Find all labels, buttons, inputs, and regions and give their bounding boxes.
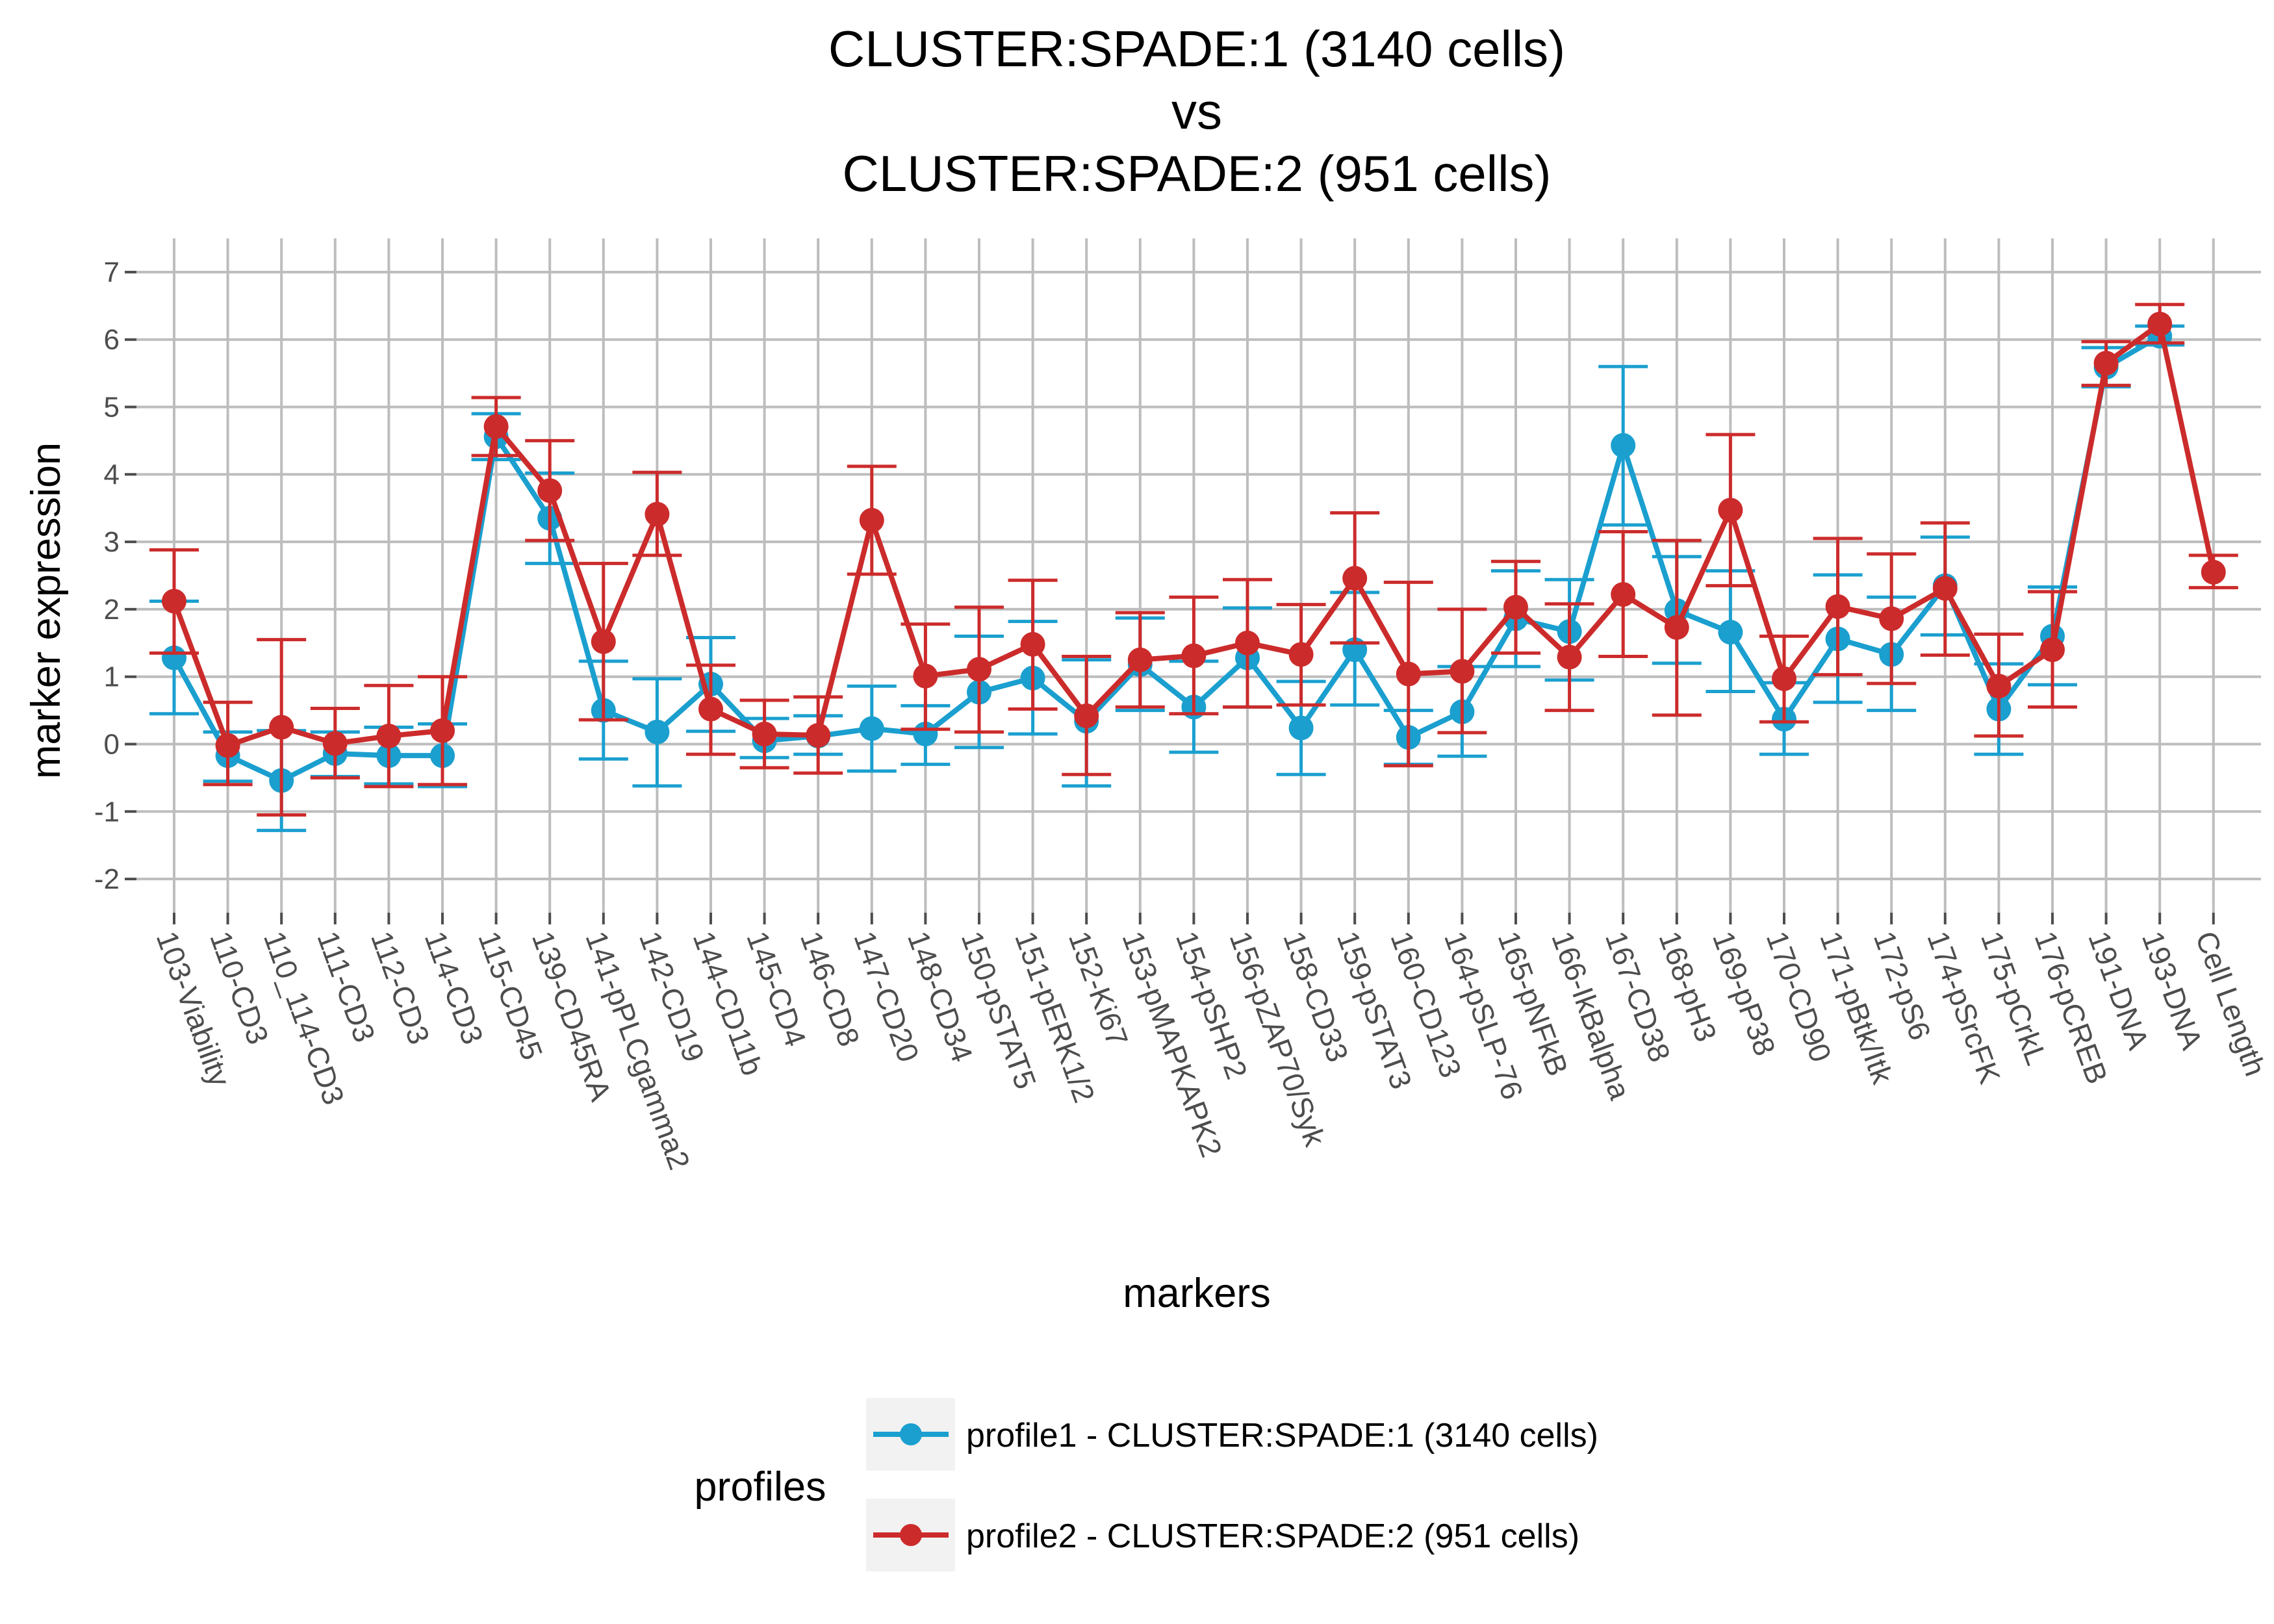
legend-label-profile1: profile1 - CLUSTER:SPADE:1 (3140 cells) [966, 1417, 1598, 1454]
data-point [645, 719, 670, 744]
data-point [859, 716, 884, 741]
data-point [859, 507, 884, 533]
data-point [215, 733, 240, 758]
y-axis-title: marker expression [23, 442, 69, 779]
data-point [269, 715, 294, 740]
data-point [1557, 644, 1582, 670]
data-point [1825, 594, 1850, 619]
legend-item-profile2[interactable]: profile2 - CLUSTER:SPADE:2 (951 cells) [866, 1499, 1579, 1571]
data-point [698, 696, 723, 722]
y-tick-label: 6 [104, 324, 120, 356]
data-point [1342, 566, 1368, 591]
data-point [1288, 715, 1314, 741]
y-tick-label: 4 [104, 459, 120, 490]
data-point [1235, 630, 1260, 655]
legend-key-marker [900, 1524, 922, 1546]
data-point [1074, 703, 1099, 728]
data-point [1020, 631, 1045, 657]
data-point [2040, 637, 2065, 663]
data-point [1611, 582, 1636, 607]
chart-title: CLUSTER:SPADE:1 (3140 cells) vs CLUSTER:… [828, 20, 1565, 202]
data-point [2147, 311, 2173, 336]
legend-key-marker [900, 1423, 922, 1445]
data-point [967, 657, 991, 682]
grid [136, 238, 2261, 913]
data-point [162, 589, 186, 614]
data-point [2201, 559, 2226, 585]
data-point [913, 663, 938, 689]
data-point [1772, 666, 1796, 691]
data-point [1932, 576, 1958, 601]
data-point [483, 414, 509, 439]
chart-title-line-1: CLUSTER:SPADE:1 (3140 cells) [828, 20, 1565, 77]
legend-label-profile2: profile2 - CLUSTER:SPADE:2 (951 cells) [966, 1517, 1579, 1555]
data-point [537, 478, 563, 503]
y-tick-label: 0 [104, 729, 120, 761]
data-point [322, 731, 348, 756]
y-tick-label: -2 [94, 863, 120, 895]
legend-title: profiles [694, 1464, 826, 1510]
legend-item-profile1[interactable]: profile1 - CLUSTER:SPADE:1 (3140 cells) [866, 1398, 1598, 1471]
y-tick-label: -1 [94, 796, 120, 828]
series-layer [149, 303, 2238, 832]
data-point [376, 724, 402, 749]
chart-title-line-2: vs [1171, 82, 1222, 140]
legend: profiles profile1 - CLUSTER:SPADE:1 (314… [694, 1398, 1598, 1571]
data-point [806, 723, 831, 748]
data-point [1396, 661, 1421, 687]
y-tick-label: 7 [104, 257, 120, 288]
y-tick-label: 2 [104, 594, 120, 626]
data-point [1127, 647, 1153, 672]
series-line [172, 334, 2162, 783]
data-point [1611, 433, 1636, 458]
data-point [645, 501, 670, 527]
y-tick-label: 1 [104, 661, 120, 693]
y-tick-label: 3 [104, 526, 120, 558]
data-point [1718, 620, 1743, 645]
series-2 [149, 303, 2238, 817]
data-point [1879, 606, 1904, 631]
data-point [1181, 643, 1207, 668]
chart-title-line-3: CLUSTER:SPADE:2 (951 cells) [843, 145, 1552, 202]
y-axis-ticks: -2 -1 0 1 2 3 4 5 6 7 [94, 257, 136, 895]
data-point [1986, 674, 2012, 699]
data-point [752, 721, 777, 746]
data-point [591, 629, 616, 654]
y-tick-label: 5 [104, 392, 120, 424]
data-point [1503, 594, 1528, 620]
data-point [1718, 498, 1743, 523]
data-point [2093, 351, 2119, 376]
x-axis-title: markers [1123, 1271, 1271, 1316]
data-point [1450, 659, 1475, 684]
data-point [430, 718, 455, 743]
data-point [1288, 642, 1314, 667]
data-point [1664, 615, 1689, 640]
